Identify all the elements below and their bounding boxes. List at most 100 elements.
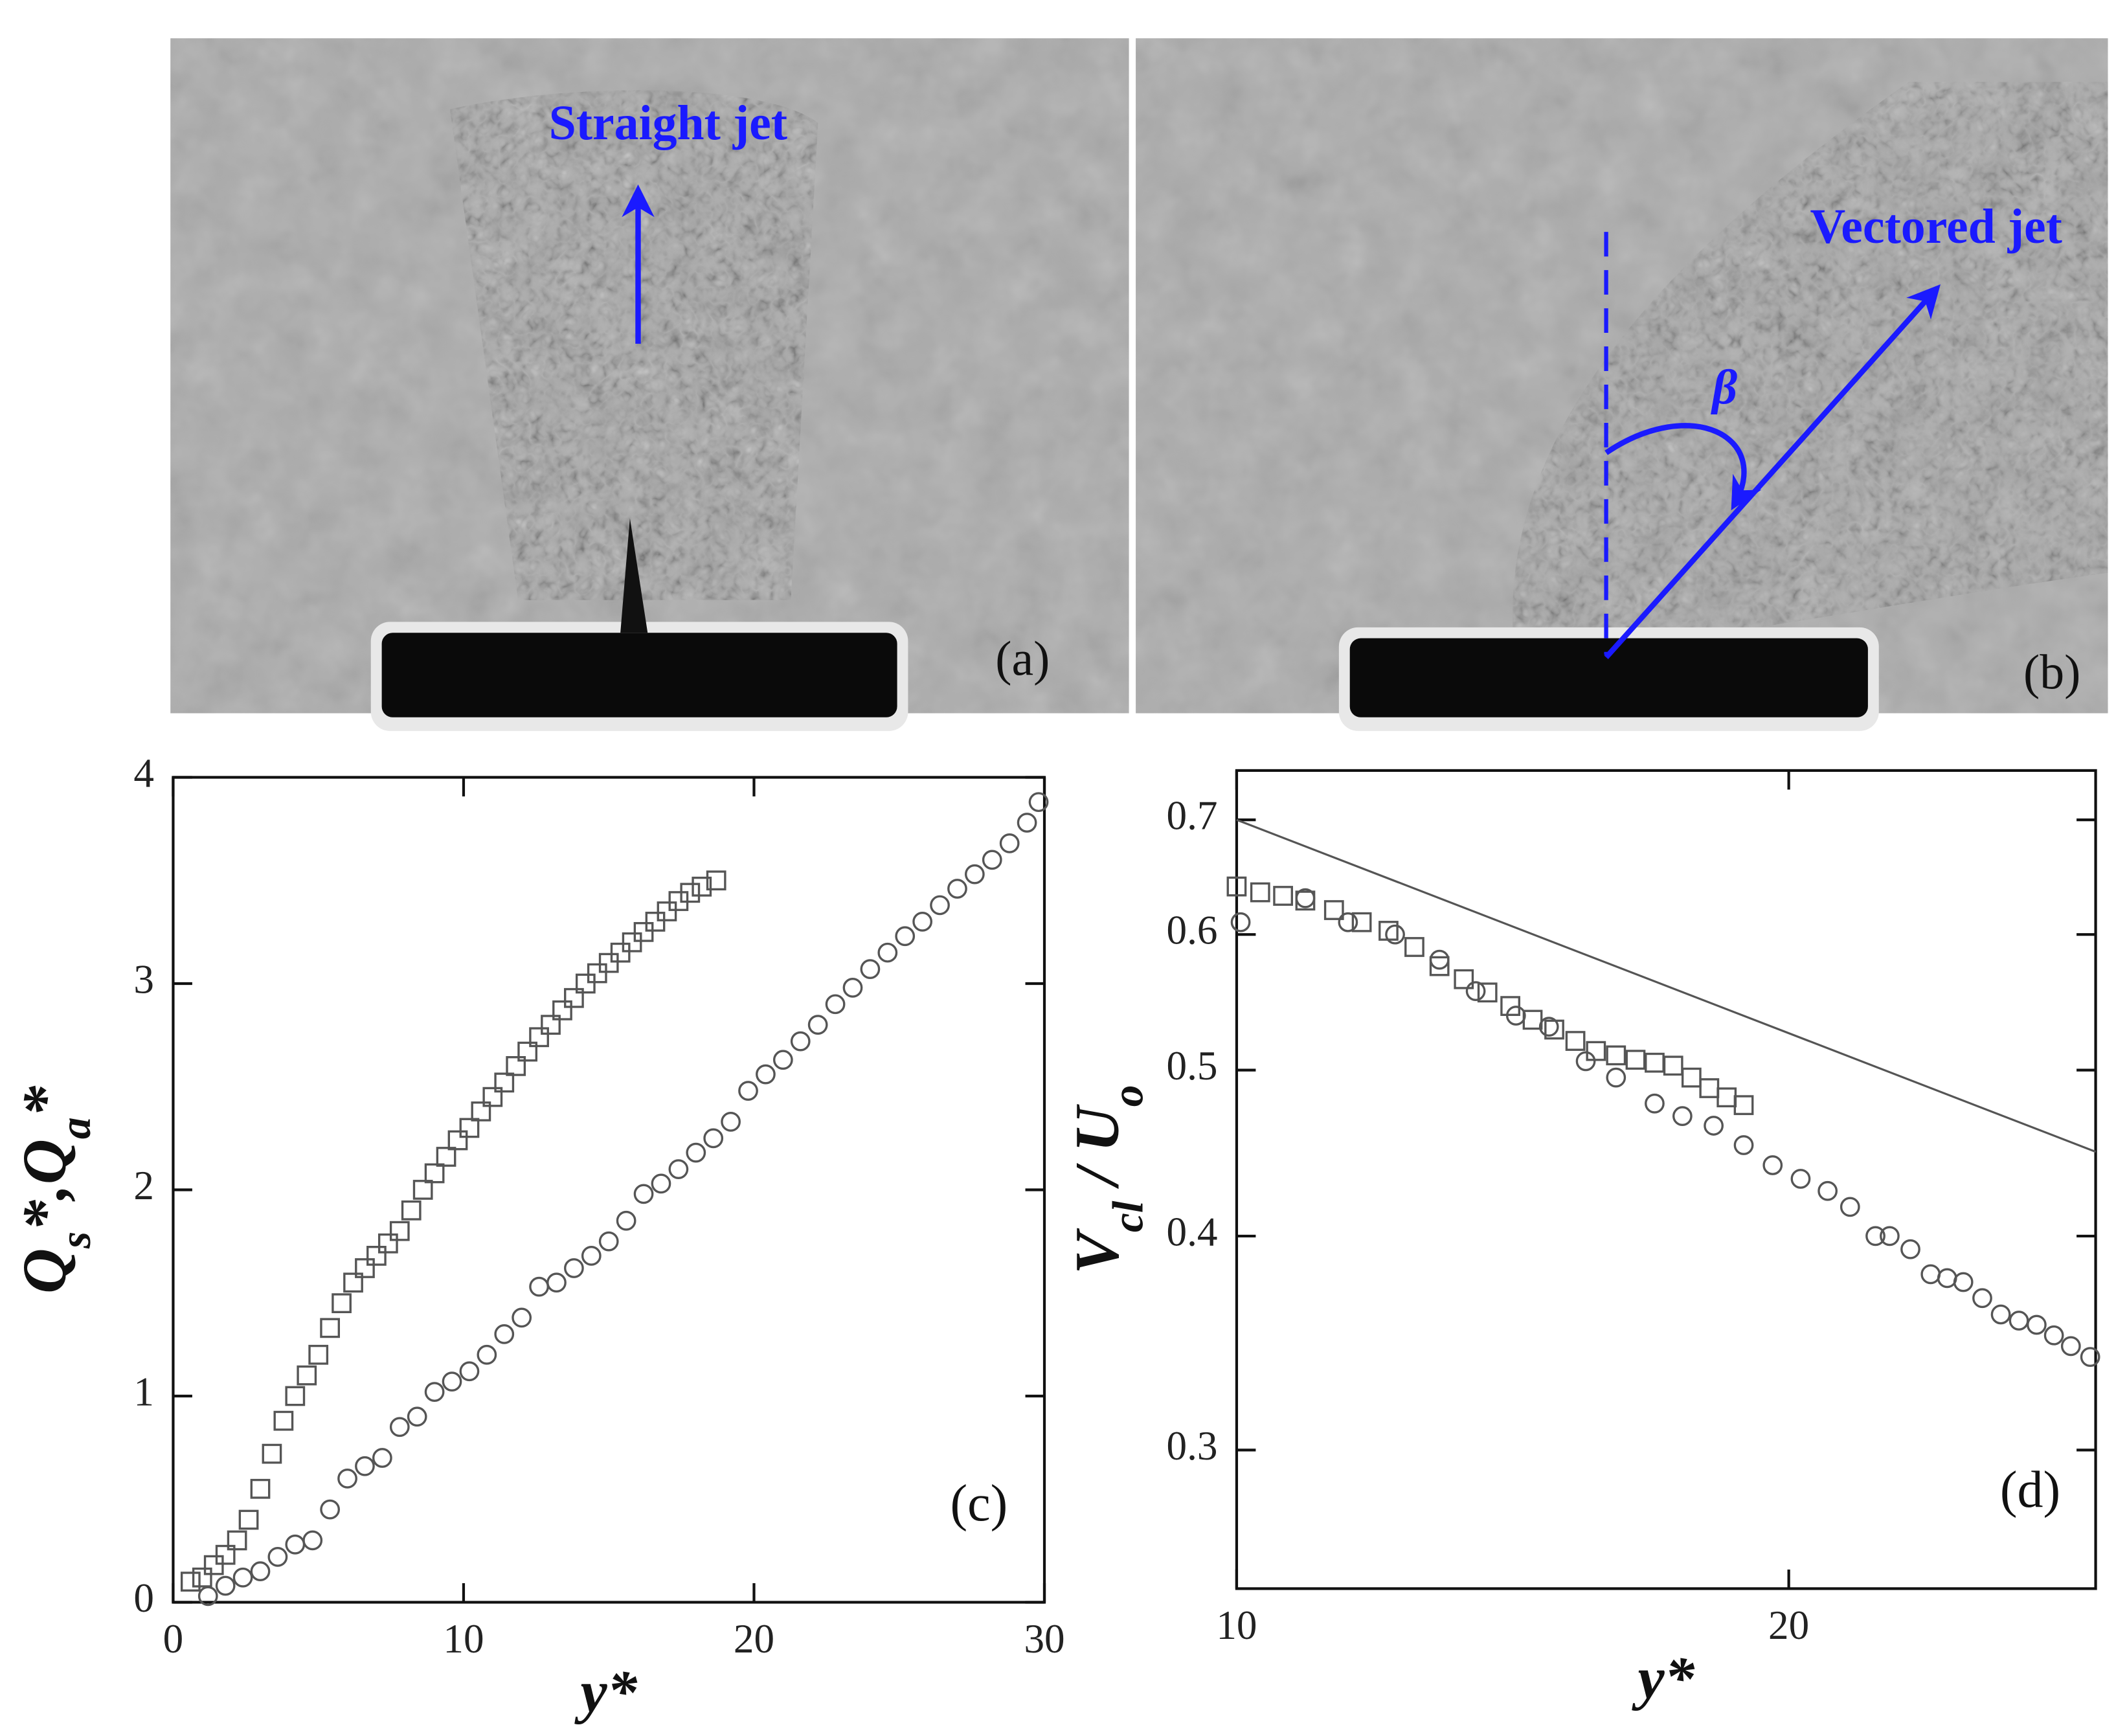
panel-label: (c): [951, 1475, 1008, 1532]
circle-marker: [581, 1246, 602, 1266]
square-marker: [1226, 876, 1247, 897]
square-marker: [1733, 1095, 1754, 1116]
circle-marker: [1338, 912, 1358, 932]
square-marker: [610, 942, 631, 963]
circle-marker: [912, 912, 933, 932]
square-marker: [215, 1544, 236, 1565]
circle-marker: [407, 1406, 427, 1427]
y-tick-label: 1: [133, 1369, 154, 1414]
circle-marker: [703, 1128, 724, 1149]
square-marker: [633, 921, 654, 942]
circle-marker: [947, 879, 967, 899]
circle-marker: [250, 1561, 271, 1582]
y-axis-label-part: s: [51, 1232, 100, 1249]
x-tick-label: 20: [734, 1616, 774, 1662]
circle-marker: [1505, 1006, 1526, 1026]
circle-marker: [285, 1534, 306, 1555]
circle-marker: [215, 1575, 236, 1596]
circle-marker: [442, 1371, 462, 1392]
circle-marker: [494, 1324, 515, 1344]
y-tick-label: 0.7: [1166, 793, 1217, 839]
square-marker: [1250, 882, 1270, 903]
y-tick-label: 2: [133, 1163, 154, 1208]
angle-label: β: [1710, 360, 1737, 414]
square-marker: [1429, 956, 1450, 976]
square-marker: [680, 883, 701, 903]
circle-marker: [842, 977, 863, 998]
circle-marker: [2027, 1314, 2047, 1335]
square-marker: [412, 1180, 433, 1200]
circle-marker: [529, 1276, 549, 1297]
square-marker: [436, 1147, 456, 1167]
circle-marker: [1920, 1264, 1941, 1285]
circle-marker: [1672, 1106, 1693, 1127]
square-marker: [1645, 1052, 1665, 1073]
square-marker: [203, 1555, 224, 1575]
square-marker: [529, 1027, 549, 1048]
circle-marker: [1790, 1169, 1811, 1189]
circle-marker: [1575, 1051, 1596, 1072]
circle-marker: [668, 1159, 689, 1179]
circle-marker: [459, 1361, 480, 1382]
circle-marker: [355, 1456, 375, 1476]
circle-marker: [1465, 981, 1486, 1002]
square-marker: [564, 987, 584, 1008]
square-marker: [1699, 1078, 1720, 1098]
circle-marker: [1230, 912, 1251, 932]
square-marker: [343, 1272, 363, 1293]
circle-marker: [1645, 1093, 1665, 1114]
square-marker: [1565, 1031, 1586, 1051]
square-marker: [192, 1567, 212, 1588]
square-marker: [297, 1365, 317, 1386]
square-marker: [180, 1572, 201, 1592]
square-marker: [1663, 1055, 1683, 1076]
circle-marker: [1865, 1226, 1885, 1246]
square-marker: [598, 953, 619, 973]
y-axis-label-part: a: [51, 1117, 100, 1139]
y-axis-label-part: *: [10, 1085, 79, 1117]
square-marker: [238, 1509, 259, 1530]
square-marker: [389, 1221, 410, 1241]
square-marker: [1681, 1067, 1702, 1088]
circle-marker: [2080, 1347, 2100, 1367]
circle-marker: [895, 926, 916, 947]
x-tick-label: 10: [1216, 1603, 1257, 1648]
y-axis-label-part: Q: [10, 1248, 79, 1294]
square-marker: [657, 901, 677, 921]
square-marker: [482, 1087, 503, 1107]
circle-marker: [477, 1344, 497, 1365]
y-axis-label-part: cl: [1103, 1201, 1152, 1232]
circle-marker: [877, 942, 898, 963]
circle-marker: [302, 1530, 323, 1551]
circle-marker: [999, 833, 1020, 853]
circle-marker: [1429, 949, 1450, 970]
x-tick-label: 30: [1024, 1616, 1064, 1662]
circle-marker: [965, 864, 985, 885]
circle-marker: [756, 1064, 776, 1085]
panel-label: (a): [995, 632, 1050, 686]
circle-marker: [633, 1184, 654, 1204]
circle-marker: [1937, 1268, 1957, 1289]
x-axis-label: y*: [574, 1658, 637, 1725]
annotation: Straight jet: [549, 96, 787, 150]
square-marker: [1522, 1009, 1543, 1030]
square-marker: [320, 1318, 341, 1338]
y-axis-label-part: / U: [1063, 1103, 1132, 1201]
square-marker: [1273, 886, 1293, 906]
circle-marker: [807, 1015, 828, 1035]
x-axis-label: y*: [1632, 1645, 1695, 1711]
y-tick-label: 4: [133, 750, 154, 796]
photo-b: β Vectored jet (b): [1136, 38, 2108, 731]
x-tick-label: 0: [163, 1616, 184, 1662]
circle-marker: [1028, 792, 1049, 813]
circle-marker: [1990, 1304, 2011, 1325]
square-marker: [692, 876, 712, 897]
square-marker: [308, 1344, 329, 1365]
square-marker: [1500, 996, 1520, 1016]
square-marker: [706, 870, 726, 891]
circle-marker: [1840, 1197, 1860, 1217]
y-axis-label-part: *,Q: [10, 1139, 79, 1232]
circle-marker: [2060, 1336, 2081, 1357]
circle-marker: [1017, 813, 1037, 833]
circle-marker: [772, 1050, 793, 1070]
